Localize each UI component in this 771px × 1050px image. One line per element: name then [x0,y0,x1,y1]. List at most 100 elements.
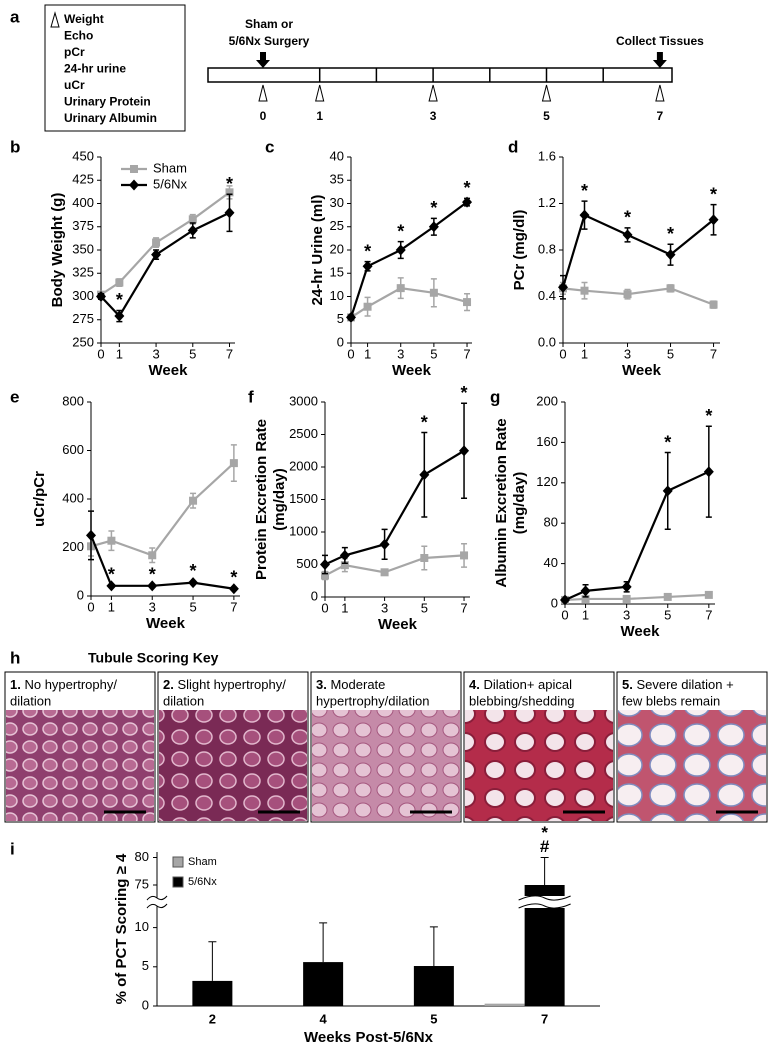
y-tick-label: 10 [330,288,344,303]
marker [147,580,158,592]
marker [188,577,199,589]
x-tick-label: 7 [463,346,470,361]
x-tick-label: 3 [623,607,630,622]
key-box [44,4,186,132]
y-tick-label: 300 [72,288,94,303]
marker [428,221,439,233]
panel-label: e [10,387,19,406]
panel-label: b [10,137,20,156]
y-tick-label: 0 [311,588,318,603]
bar [192,980,233,1006]
x-tick-label: 7 [226,346,233,361]
micrograph-3: 3. Moderate hypertrophy/dilation [310,671,462,823]
significance: * [664,432,671,452]
y-tick-label: 0 [551,595,558,610]
collect-label: Collect Tissues [616,34,704,48]
marker [130,165,138,173]
x-tick-label: 5 [189,346,196,361]
x-tick-label: 0 [561,607,568,622]
marker [462,196,473,208]
marker [346,311,356,323]
y-axis-label: Body Weight (g) [49,193,66,308]
y-tick-label: 40 [544,555,558,570]
x-tick-label: 7 [710,346,717,361]
marker [663,592,672,601]
timepoint-triangle [428,84,438,102]
marker [621,581,632,593]
error-bar [319,922,328,963]
y-tick-label: 400 [62,490,84,505]
x-tick-label: 0 [559,346,566,361]
legend-label: Sham [153,160,187,175]
marker [666,284,675,293]
key-item: pCr [64,45,85,59]
x-tick-label: 3 [624,346,631,361]
significance: # [540,837,550,856]
series-line [564,470,710,601]
bar-break [518,895,571,901]
x-tick-label: 5 [430,1011,437,1026]
y-axis-label: Albumin Excretion Rate [493,418,510,587]
y-tick-label: 1.6 [538,148,556,163]
legend-swatch [172,856,184,868]
y-tick-label: 10 [135,919,149,934]
bar [524,908,565,1006]
surgery-label: 5/6Nx Surgery [229,34,310,48]
x-axis-label: Week [621,623,661,640]
x-tick-label: 5 [430,346,437,361]
significance: * [149,564,156,584]
week-label: 1 [316,109,323,123]
marker [224,207,235,219]
significance: * [226,174,233,194]
series-line [561,213,715,288]
key-item: Urinary Protein [64,95,151,109]
marker [622,229,633,241]
significance: * [705,406,712,426]
marker [363,302,372,311]
x-tick-label: 4 [320,1011,328,1026]
marker [152,238,161,247]
marker [580,286,589,295]
x-tick-label: 3 [152,346,159,361]
panel-label: a [10,7,20,26]
y-tick-label: 250 [72,334,94,349]
marker [228,583,239,595]
x-axis-label: Week [146,615,186,632]
panel-label: f [248,387,254,406]
key-item: Urinary Albumin [64,111,157,125]
caption: 1. No hypertrophy/ [10,677,117,692]
y-tick-label: 0 [337,334,344,349]
x-axis-label: Week [149,362,189,379]
marker [379,538,390,550]
x-tick-label: 1 [116,346,123,361]
marker [362,260,373,272]
x-tick-label: 7 [230,599,237,614]
x-axis-label: Week [392,362,432,379]
bar [484,1003,525,1006]
marker [395,244,406,256]
y-tick-label: 80 [544,515,558,530]
marker [188,215,197,224]
x-tick-label: 7 [705,607,712,622]
y-tick-label: 80 [135,849,149,864]
week-label: 0 [260,109,267,123]
error-bar [429,926,438,967]
x-tick-label: 3 [397,346,404,361]
bar [524,885,565,896]
bar-break [518,903,571,909]
marker [321,571,329,580]
x-axis-label: Week [378,616,418,633]
marker [665,249,676,261]
marker [463,298,472,307]
y-tick-label: 200 [536,393,558,408]
y-tick-label: 375 [72,218,94,233]
marker [662,485,673,497]
marker [189,496,198,505]
marker [187,224,198,236]
caption: 4. Dilation+ apical [469,677,572,692]
x-tick-label: 1 [364,346,371,361]
week-label: 3 [430,109,437,123]
axis-break [146,895,168,901]
marker [460,551,469,560]
